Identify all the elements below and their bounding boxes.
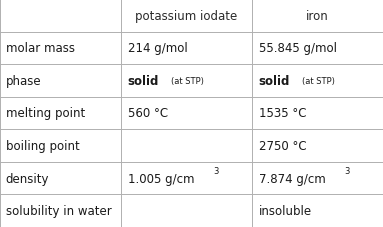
Text: 3: 3 xyxy=(345,167,350,176)
Text: 214 g/mol: 214 g/mol xyxy=(128,42,187,55)
Text: molar mass: molar mass xyxy=(6,42,75,55)
Text: insoluble: insoluble xyxy=(259,204,312,217)
Text: 1535 °C: 1535 °C xyxy=(259,107,306,120)
Text: 3: 3 xyxy=(213,167,219,176)
Text: solid: solid xyxy=(259,75,290,88)
Text: 1.005 g/cm: 1.005 g/cm xyxy=(128,172,194,185)
Text: 55.845 g/mol: 55.845 g/mol xyxy=(259,42,337,55)
Text: 2750 °C: 2750 °C xyxy=(259,139,306,152)
Text: solubility in water: solubility in water xyxy=(6,204,111,217)
Text: 560 °C: 560 °C xyxy=(128,107,168,120)
Text: 7.874 g/cm: 7.874 g/cm xyxy=(259,172,325,185)
Text: (at STP): (at STP) xyxy=(302,76,335,86)
Text: (at STP): (at STP) xyxy=(171,76,204,86)
Text: density: density xyxy=(6,172,49,185)
Text: phase: phase xyxy=(6,75,41,88)
Text: melting point: melting point xyxy=(6,107,85,120)
Text: boiling point: boiling point xyxy=(6,139,80,152)
Text: potassium iodate: potassium iodate xyxy=(135,10,237,23)
Text: iron: iron xyxy=(306,10,329,23)
Text: solid: solid xyxy=(128,75,159,88)
